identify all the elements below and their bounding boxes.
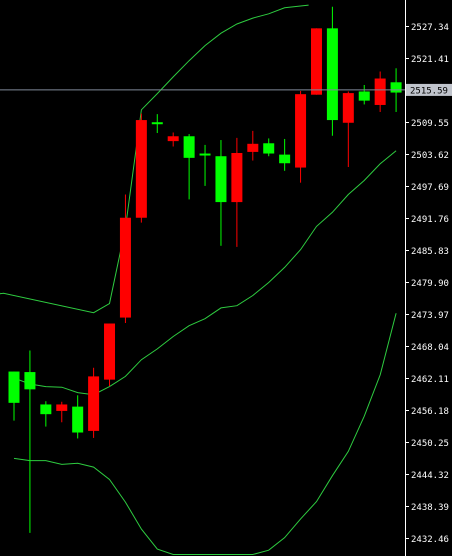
candle-body-bull <box>72 406 84 433</box>
candles <box>8 6 402 533</box>
candle-body-bear <box>231 152 243 203</box>
axis-tick-label: 2509.55 <box>411 119 449 129</box>
candle-body-bull <box>390 82 402 93</box>
candle-body-bear <box>56 404 68 411</box>
axis-tick-label: 2491.76 <box>411 215 449 225</box>
candle-body-bear <box>119 217 131 318</box>
candle-body-bull <box>151 122 163 125</box>
axis-tick-label: 2521.41 <box>411 55 449 65</box>
candle-body-bull <box>199 153 211 156</box>
candle-body-bear <box>374 78 386 105</box>
axis-tick-label: 2444.32 <box>411 471 449 481</box>
axis-tick-label: 2485.83 <box>411 247 449 257</box>
candle-body-bear <box>342 93 354 123</box>
axis-tick-label: 2497.69 <box>411 183 449 193</box>
candle-body-bull <box>263 143 275 154</box>
candle-body-bull <box>24 372 36 390</box>
candle-body-bull <box>215 156 227 203</box>
axis-tick-label: 2473.97 <box>411 311 449 321</box>
axis-tick-label: 2527.34 <box>411 23 449 33</box>
bollinger-lower-band <box>13 313 397 555</box>
candle-body-bull <box>8 371 20 403</box>
candle-body-bear <box>135 120 147 218</box>
candle-body-bear <box>247 143 259 152</box>
candle-body-bear <box>88 376 100 431</box>
candle-body-bear <box>104 323 116 380</box>
current-price-label: 2515.59 <box>406 83 452 96</box>
candle-body-bull <box>358 91 370 101</box>
price-axis: 2527.34 2521.41 2509.55 2503.62 2497.69 2491.… <box>405 23 449 545</box>
candle-body-bear <box>310 28 322 95</box>
bollinger-bands <box>0 4 397 555</box>
candle-body-bear <box>167 136 179 142</box>
candle-body-bear <box>295 94 307 168</box>
bollinger-middle-band <box>13 150 397 396</box>
candle-body-bull <box>279 154 291 164</box>
axis-tick-label: 2438.39 <box>411 503 449 513</box>
bollinger-upper-band <box>0 4 309 314</box>
axis-tick-label: 2432.46 <box>411 535 449 545</box>
axis-tick-label: 2450.25 <box>411 439 449 449</box>
candle-body-bull <box>183 136 195 158</box>
axis-tick-label: 2479.90 <box>411 279 449 289</box>
current-price-label-bg <box>406 83 452 96</box>
axis-tick-label: 2462.11 <box>411 375 449 385</box>
axis-tick-label: 2503.62 <box>411 151 449 161</box>
axis-tick-label: 2456.18 <box>411 407 449 417</box>
candle-body-bull <box>40 404 52 415</box>
candle-body-bull <box>326 28 338 121</box>
current-price-label-text: 2515.59 <box>410 86 448 96</box>
axis-tick-label: 2468.04 <box>411 343 449 353</box>
